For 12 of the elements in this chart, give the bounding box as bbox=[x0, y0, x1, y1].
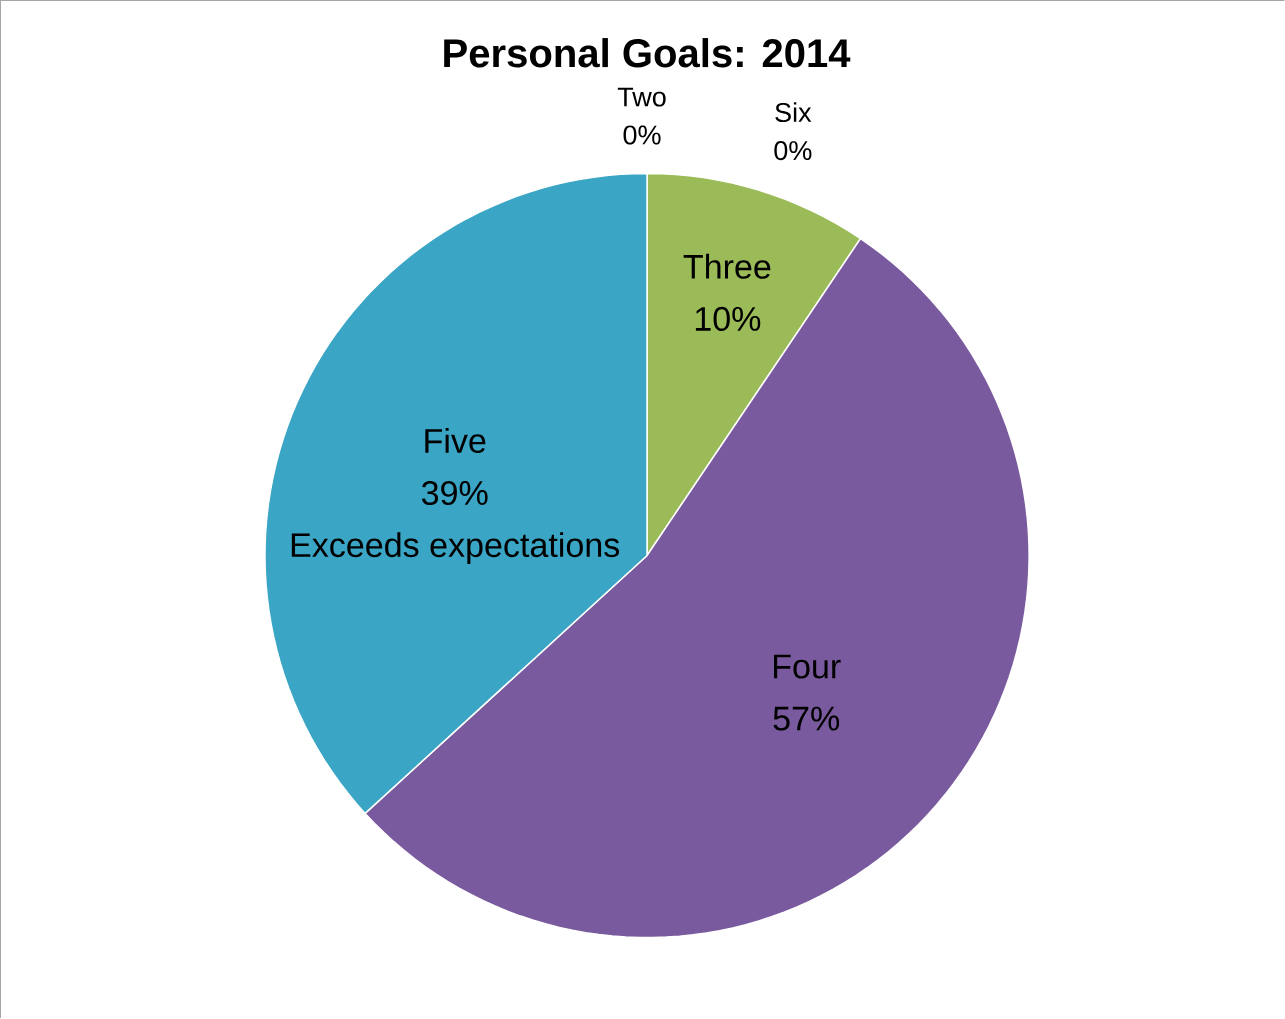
slice-label: Four bbox=[774, 655, 841, 679]
text: 0% bbox=[774, 141, 812, 161]
slice-label: Five bbox=[425, 428, 486, 454]
data-label: 10% bbox=[695, 307, 761, 332]
chart-title: Personal Goals: 2014 bbox=[444, 38, 851, 68]
category-label: Two bbox=[617, 87, 666, 107]
category-label: Six bbox=[775, 102, 812, 123]
text: 0% bbox=[623, 125, 661, 145]
data-label: 57% bbox=[773, 706, 840, 731]
data-label: 39% bbox=[421, 481, 488, 506]
slice-label: Three bbox=[683, 254, 771, 280]
text: Exceeds expectations bbox=[291, 532, 620, 565]
